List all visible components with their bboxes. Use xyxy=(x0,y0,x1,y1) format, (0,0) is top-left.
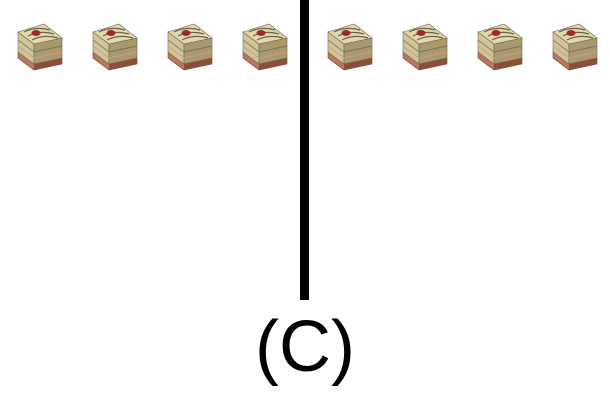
right-group xyxy=(327,23,598,71)
cake-slice-icon xyxy=(402,23,448,71)
cake-slice-icon xyxy=(17,23,63,71)
left-group xyxy=(17,23,288,71)
cake-slice-icon xyxy=(92,23,138,71)
cake-slice-icon xyxy=(477,23,523,71)
vertical-divider xyxy=(300,0,309,300)
cake-slice-icon xyxy=(167,23,213,71)
panel-label: (C) xyxy=(255,307,355,387)
cake-slice-icon xyxy=(327,23,373,71)
cake-slice-icon xyxy=(552,23,598,71)
cake-slice-icon xyxy=(242,23,288,71)
